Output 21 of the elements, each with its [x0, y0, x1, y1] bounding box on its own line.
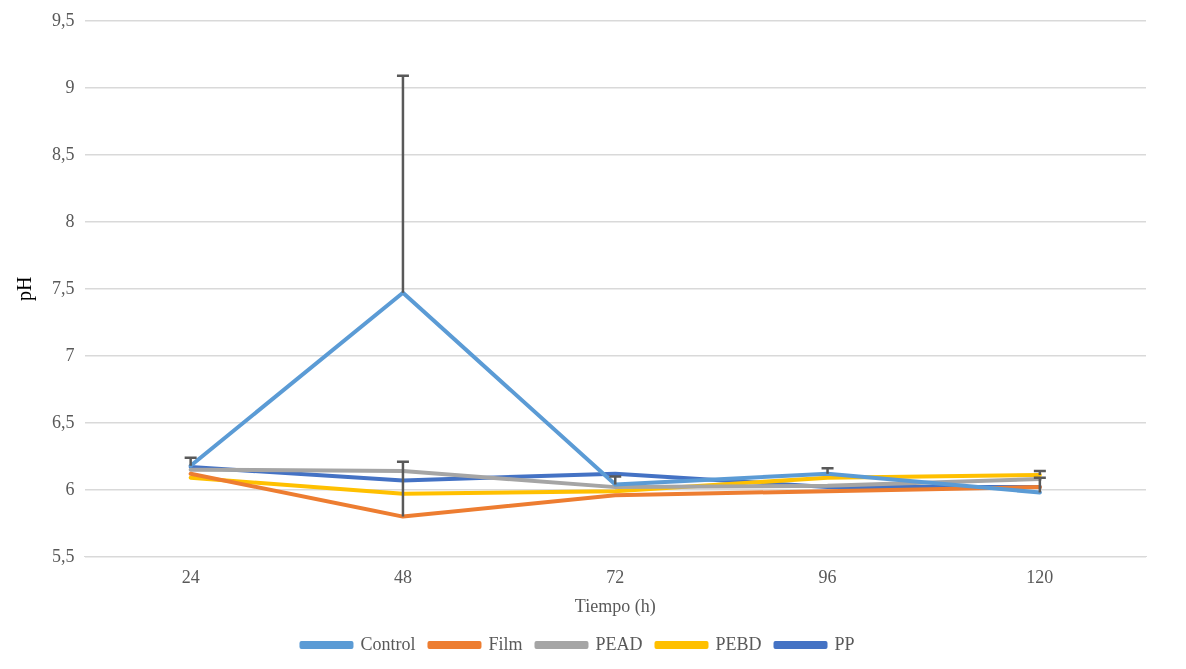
- legend-label: PEBD: [715, 633, 762, 654]
- y-tick-label: 5,5: [52, 545, 75, 566]
- y-tick-label: 7: [65, 344, 75, 365]
- legend-label: Control: [360, 633, 416, 654]
- legend-label: PEAD: [595, 633, 643, 654]
- x-tick-label: 48: [393, 567, 412, 588]
- y-tick-label: 9,5: [52, 9, 75, 30]
- x-tick-label: 24: [181, 567, 200, 588]
- x-axis-title: Tiempo (h): [574, 595, 656, 617]
- x-tick-label: 72: [606, 567, 625, 588]
- y-tick-label: 9: [65, 76, 75, 97]
- y-tick-label: 6,5: [52, 411, 75, 432]
- x-tick-label: 96: [818, 567, 837, 588]
- x-tick-label: 120: [1026, 567, 1054, 588]
- y-tick-label: 6: [65, 478, 75, 499]
- y-tick-label: 8,5: [52, 143, 75, 164]
- y-tick-label: 8: [65, 210, 75, 231]
- legend-label: PP: [834, 633, 855, 654]
- y-axis-title: pH: [13, 276, 37, 302]
- y-tick-label: 7,5: [52, 277, 75, 298]
- legend-label: Film: [488, 633, 523, 654]
